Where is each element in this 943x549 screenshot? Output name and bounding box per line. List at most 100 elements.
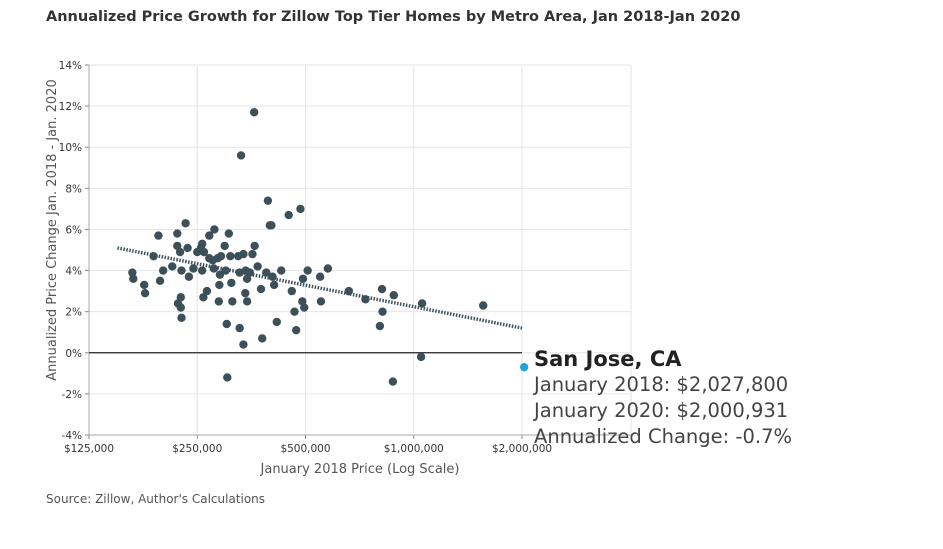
- y-tick-label: 12%: [59, 101, 82, 113]
- x-tick-label: $1,000,000: [384, 443, 444, 455]
- data-point: [300, 303, 309, 312]
- data-point: [140, 288, 150, 298]
- data-point: [197, 239, 207, 249]
- y-tick-label: -4%: [62, 430, 82, 442]
- data-point: [183, 243, 192, 253]
- y-tick-label: -2%: [62, 389, 82, 401]
- data-point: [236, 151, 246, 160]
- y-tick-label: 0%: [65, 348, 82, 360]
- tooltip-line-change: Annualized Change: -0.7%: [534, 425, 793, 448]
- x-axis: $125,000 $250,000 $500,000 $1,000,000 $2,000…: [64, 434, 631, 455]
- data-point: [216, 251, 226, 261]
- data-point: [417, 299, 427, 308]
- data-point: [248, 249, 257, 259]
- data-point: [298, 274, 308, 283]
- data-point: [416, 352, 426, 362]
- x-axis-label: January 2018 Price (Log Scale): [260, 462, 460, 477]
- data-point: [209, 264, 219, 273]
- chart-title: Annualized Price Growth for Zillow Top T…: [46, 9, 741, 25]
- data-point: [315, 272, 325, 281]
- data-point: [177, 266, 186, 275]
- data-point: [128, 268, 137, 277]
- data-point: [378, 307, 387, 316]
- data-point: [224, 229, 234, 238]
- data-point: [239, 249, 248, 259]
- data-point: [245, 268, 254, 277]
- data-point: [344, 286, 354, 296]
- data-point: [223, 373, 232, 382]
- data-point: [176, 293, 185, 302]
- data-point: [154, 231, 163, 240]
- y-tick-label: 4%: [65, 266, 82, 278]
- data-point: [228, 297, 237, 306]
- x-tick-label: $250,000: [172, 443, 222, 455]
- data-point: [389, 291, 398, 300]
- data-point: [168, 262, 177, 271]
- y-tick-label: 6%: [65, 224, 82, 236]
- x-tick-label: $500,000: [280, 443, 330, 455]
- data-point: [222, 319, 231, 329]
- tooltip-title: San Jose, CA: [534, 347, 682, 371]
- data-point: [241, 288, 250, 298]
- data-point: [129, 274, 138, 283]
- data-point: [272, 317, 281, 327]
- data-point: [176, 303, 185, 312]
- source-note: Source: Zillow, Author's Calculations: [46, 492, 266, 506]
- data-point: [287, 286, 296, 296]
- y-tick-label: 14%: [59, 60, 82, 72]
- data-point: [227, 278, 236, 288]
- data-point: [199, 293, 208, 302]
- data-point: [262, 268, 271, 277]
- x-tick-label: $125,000: [64, 443, 114, 455]
- data-point: [267, 221, 276, 230]
- data-point: [258, 334, 267, 343]
- data-point: [177, 313, 186, 323]
- data-point: [256, 284, 266, 294]
- data-point: [149, 251, 158, 261]
- highlighted-point: [519, 362, 529, 372]
- data-point: [263, 196, 273, 205]
- data-point: [478, 301, 488, 310]
- data-point: [175, 247, 185, 257]
- y-axis: -4% -2% 0% 2% 4% 6% 8% 10% 12% 14%: [59, 60, 90, 442]
- data-point: [226, 251, 235, 261]
- data-point: [239, 340, 248, 349]
- data-point: [250, 241, 259, 251]
- tooltip-line-jan-2020: January 2020: $2,000,931: [534, 399, 789, 422]
- data-point: [199, 247, 209, 257]
- y-tick-label: 2%: [65, 307, 82, 319]
- data-point: [184, 272, 194, 281]
- data-point: [140, 280, 149, 290]
- data-point: [269, 280, 279, 290]
- data-point: [268, 272, 277, 281]
- data-point: [291, 325, 301, 335]
- data-point: [214, 297, 224, 306]
- data-point: [210, 225, 219, 234]
- data-point: [235, 323, 244, 333]
- data-point: [202, 286, 212, 296]
- tooltip-line-jan-2018: January 2018: $2,027,800: [534, 373, 789, 396]
- data-points: [128, 108, 529, 386]
- y-axis-label: Annualized Price Change Jan. 2018 - Jan.…: [45, 79, 60, 381]
- data-point: [361, 295, 370, 304]
- data-point: [221, 266, 230, 275]
- data-point: [388, 377, 398, 386]
- data-point: [189, 264, 198, 273]
- data-point: [249, 108, 259, 117]
- data-point: [377, 284, 387, 294]
- data-point: [205, 231, 214, 240]
- data-point: [173, 229, 182, 238]
- data-point: [316, 297, 326, 306]
- y-tick-label: 10%: [59, 142, 82, 154]
- data-point: [155, 276, 165, 286]
- data-point: [303, 266, 312, 275]
- data-point: [323, 264, 333, 273]
- data-point: [197, 266, 207, 275]
- y-tick-label: 8%: [65, 183, 82, 195]
- x-tick-label: $2,000,000: [492, 443, 552, 455]
- data-point: [284, 210, 293, 220]
- tooltip: San Jose, CA January 2018: $2,027,800 Ja…: [534, 346, 792, 450]
- data-point: [277, 266, 286, 275]
- data-point: [296, 204, 305, 214]
